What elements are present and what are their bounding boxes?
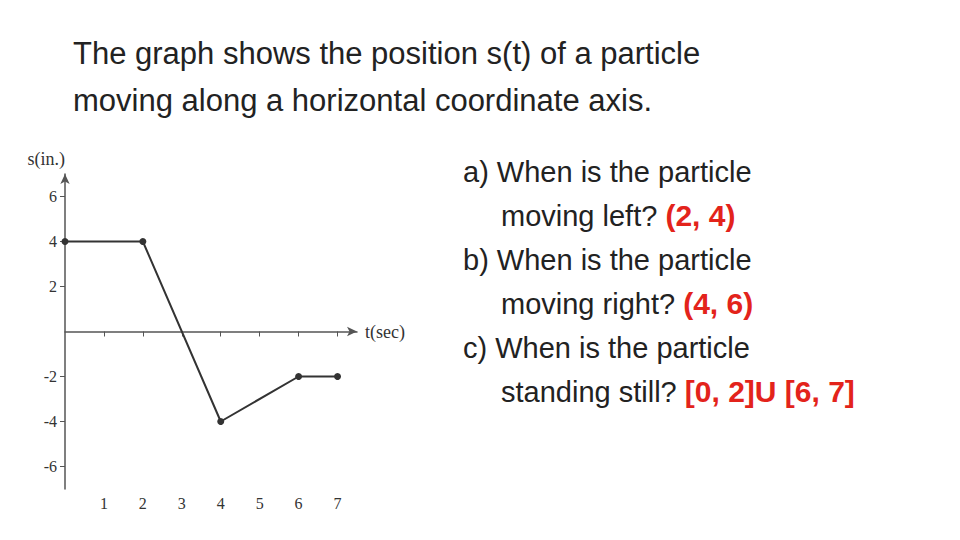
svg-text:2: 2 [139,495,147,512]
html-text:a) When is the particle moving: a) When is the particle moving left? (2,… [463,156,752,232]
svg-text:4: 4 [217,495,225,512]
svg-text:s(in.): s(in.) [28,149,66,170]
svg-text:t(sec): t(sec) [365,322,405,343]
svg-text:6: 6 [49,188,57,205]
svg-text:4: 4 [49,233,57,250]
svg-text:7: 7 [334,495,342,512]
svg-text:-2: -2 [44,368,57,385]
svg-text:5: 5 [256,495,264,512]
svg-text:6: 6 [295,495,303,512]
html-text:The graph shows the position s: The graph shows the position s(t) of a p… [73,36,701,118]
svg-text:2: 2 [49,278,57,295]
html-text:b) When is the particle moving: b) When is the particle moving right? (4… [463,244,754,320]
svg-text:3: 3 [178,495,186,512]
svg-text:-6: -6 [44,458,57,475]
html-text:c) When is the particle standi: c) When is the particle standing still? … [463,332,855,408]
svg-text:1: 1 [100,495,108,512]
svg-text:-4: -4 [44,413,57,430]
